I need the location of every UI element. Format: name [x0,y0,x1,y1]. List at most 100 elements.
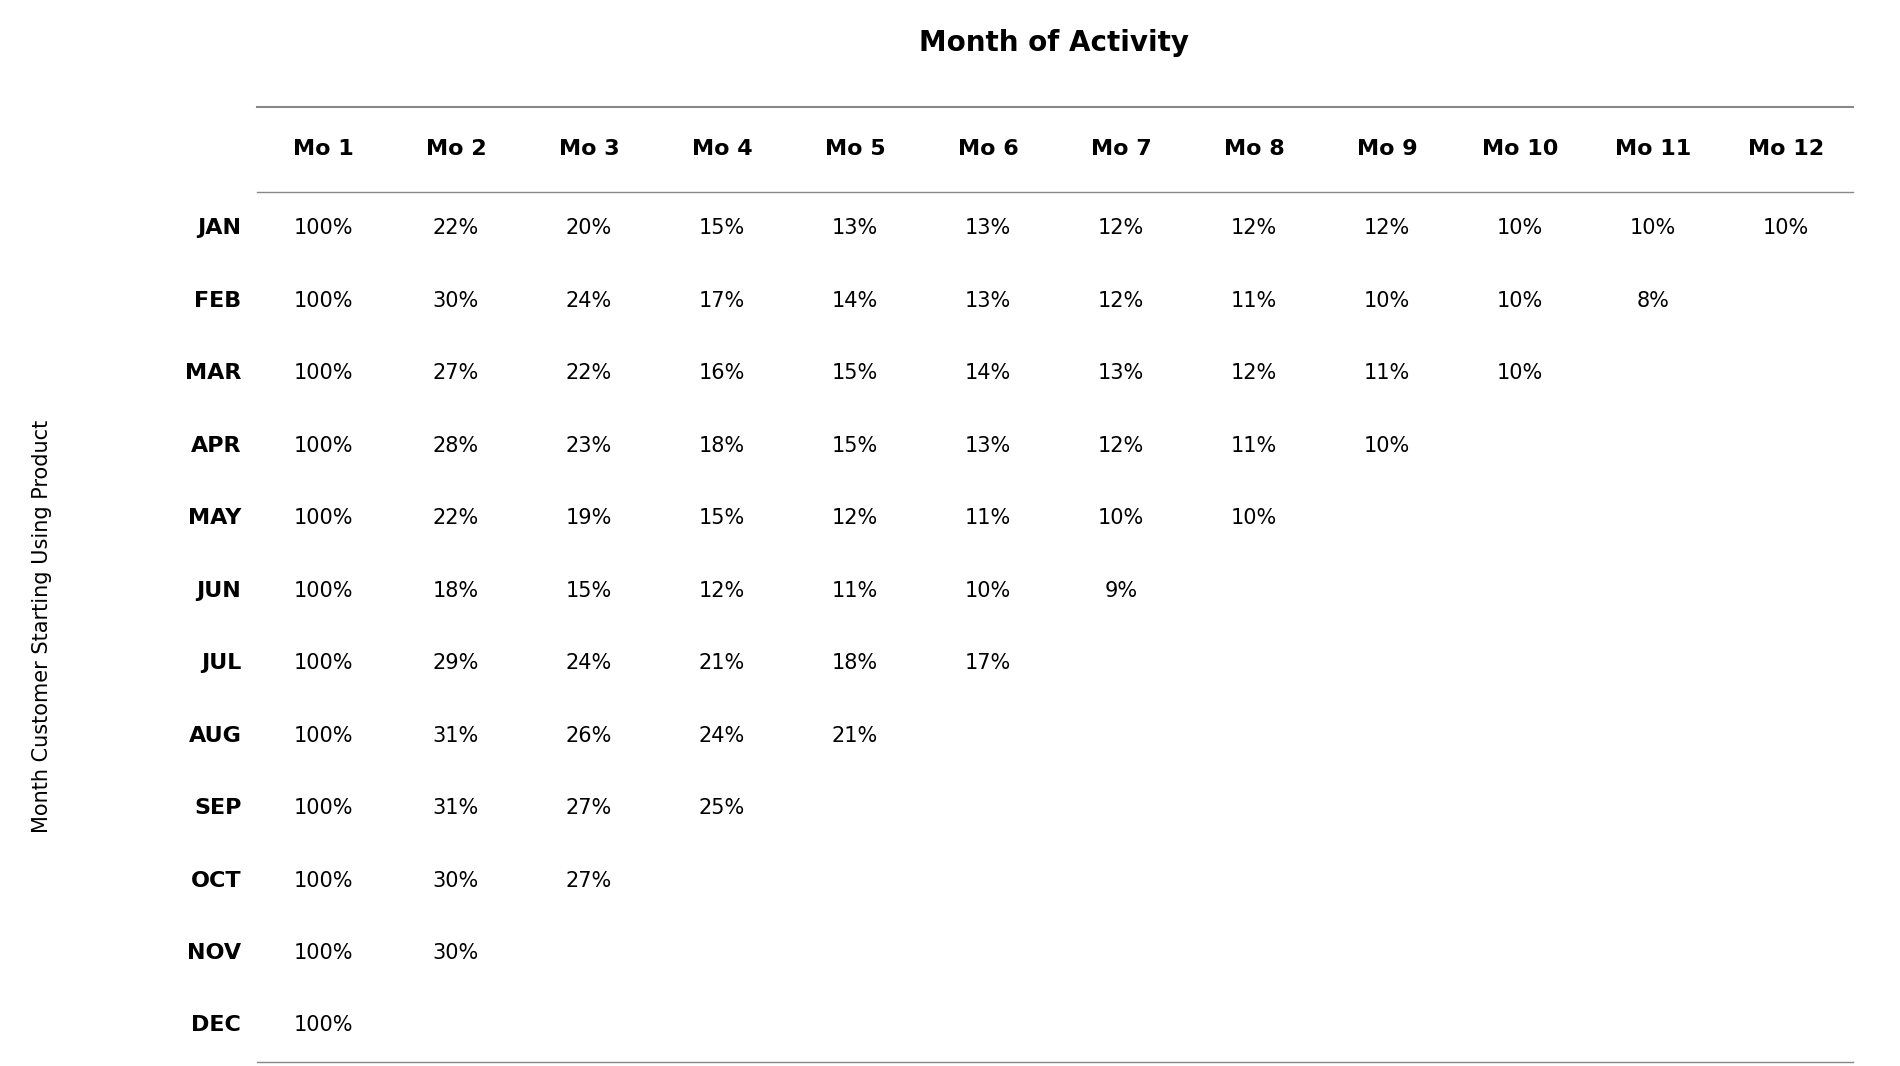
Text: MAR: MAR [184,364,241,383]
Text: 12%: 12% [1364,219,1410,238]
Text: 27%: 27% [566,871,612,890]
Text: 10%: 10% [1497,219,1543,238]
Text: 18%: 18% [699,436,745,455]
Text: 11%: 11% [1364,364,1410,383]
Text: 28%: 28% [433,436,479,455]
Text: APR: APR [190,436,241,455]
Text: 31%: 31% [433,726,479,745]
Text: Mo 12: Mo 12 [1748,140,1824,159]
Text: 10%: 10% [1763,219,1809,238]
Text: 22%: 22% [433,219,479,238]
Text: SEP: SEP [194,798,241,818]
Text: Mo 5: Mo 5 [825,140,885,159]
Text: 8%: 8% [1636,291,1670,310]
Text: JUN: JUN [196,581,241,600]
Text: JUL: JUL [201,653,241,673]
Text: 10%: 10% [1098,508,1144,528]
Text: 21%: 21% [699,653,745,673]
Text: 10%: 10% [1497,291,1543,310]
Text: 100%: 100% [293,1016,353,1035]
Text: Mo 8: Mo 8 [1224,140,1284,159]
Text: 24%: 24% [566,653,612,673]
Text: 20%: 20% [566,219,612,238]
Text: 30%: 30% [433,943,479,963]
Text: 100%: 100% [293,581,353,600]
Text: 11%: 11% [1231,291,1277,310]
Text: 100%: 100% [293,726,353,745]
Text: 13%: 13% [965,219,1011,238]
Text: 100%: 100% [293,364,353,383]
Text: 14%: 14% [965,364,1011,383]
Text: 13%: 13% [965,291,1011,310]
Text: 12%: 12% [1098,436,1144,455]
Text: 25%: 25% [699,798,745,818]
Text: 100%: 100% [293,653,353,673]
Text: 29%: 29% [433,653,479,673]
Text: 13%: 13% [965,436,1011,455]
Text: 13%: 13% [1098,364,1144,383]
Text: 10%: 10% [1630,219,1676,238]
Text: JAN: JAN [198,219,241,238]
Text: 15%: 15% [566,581,612,600]
Text: Mo 1: Mo 1 [293,140,353,159]
Text: Mo 11: Mo 11 [1615,140,1691,159]
Text: 14%: 14% [832,291,878,310]
Text: Mo 7: Mo 7 [1091,140,1151,159]
Text: 100%: 100% [293,943,353,963]
Text: 10%: 10% [1364,291,1410,310]
Text: 12%: 12% [1231,219,1277,238]
Text: 13%: 13% [832,219,878,238]
Text: 12%: 12% [832,508,878,528]
Text: 100%: 100% [293,871,353,890]
Text: 100%: 100% [293,798,353,818]
Text: 17%: 17% [965,653,1011,673]
Text: Month of Activity: Month of Activity [920,29,1189,56]
Text: FEB: FEB [194,291,241,310]
Text: 31%: 31% [433,798,479,818]
Text: NOV: NOV [188,943,241,963]
Text: Mo 9: Mo 9 [1357,140,1417,159]
Text: DEC: DEC [192,1016,241,1035]
Text: Mo 2: Mo 2 [426,140,486,159]
Text: 15%: 15% [699,508,745,528]
Text: 22%: 22% [566,364,612,383]
Text: 12%: 12% [699,581,745,600]
Text: Month Customer Starting Using Product: Month Customer Starting Using Product [32,420,51,834]
Text: 12%: 12% [1098,219,1144,238]
Text: 11%: 11% [1231,436,1277,455]
Text: 21%: 21% [832,726,878,745]
Text: 15%: 15% [832,436,878,455]
Text: 100%: 100% [293,436,353,455]
Text: MAY: MAY [188,508,241,528]
Text: 17%: 17% [699,291,745,310]
Text: Mo 4: Mo 4 [692,140,752,159]
Text: Mo 3: Mo 3 [559,140,619,159]
Text: 22%: 22% [433,508,479,528]
Text: 10%: 10% [965,581,1011,600]
Text: 100%: 100% [293,219,353,238]
Text: 12%: 12% [1231,364,1277,383]
Text: 10%: 10% [1497,364,1543,383]
Text: Mo 6: Mo 6 [958,140,1018,159]
Text: 16%: 16% [699,364,745,383]
Text: 11%: 11% [965,508,1011,528]
Text: 23%: 23% [566,436,612,455]
Text: 30%: 30% [433,871,479,890]
Text: OCT: OCT [190,871,241,890]
Text: 15%: 15% [699,219,745,238]
Text: 24%: 24% [566,291,612,310]
Text: Mo 10: Mo 10 [1482,140,1558,159]
Text: 27%: 27% [433,364,479,383]
Text: AUG: AUG [188,726,241,745]
Text: 30%: 30% [433,291,479,310]
Text: 19%: 19% [566,508,612,528]
Text: 18%: 18% [832,653,878,673]
Text: 10%: 10% [1364,436,1410,455]
Text: 15%: 15% [832,364,878,383]
Text: 10%: 10% [1231,508,1277,528]
Text: 27%: 27% [566,798,612,818]
Text: 26%: 26% [566,726,612,745]
Text: 11%: 11% [832,581,878,600]
Text: 100%: 100% [293,508,353,528]
Text: 100%: 100% [293,291,353,310]
